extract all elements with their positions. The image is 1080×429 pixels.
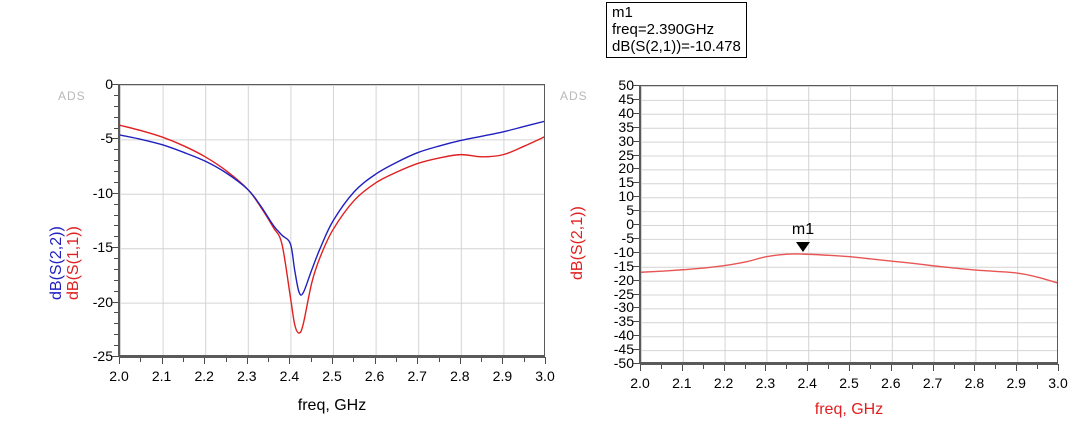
y-tick-label: -25 — [92, 348, 113, 364]
y-tick-label: 15 — [618, 174, 634, 191]
x-tick-label: 2.0 — [630, 375, 650, 391]
y-tick-label: -20 — [613, 271, 634, 288]
x-tick-label: 2.6 — [881, 375, 901, 391]
y-tick-label: 50 — [618, 77, 634, 93]
ads-watermark-left: ADS — [58, 89, 86, 103]
left-plot-area[interactable] — [119, 84, 545, 356]
y-tick-label: 35 — [618, 118, 634, 135]
x-tick-label: 2.4 — [797, 375, 817, 391]
y-tick-label: -40 — [613, 327, 634, 344]
y-tick-label: 40 — [618, 104, 634, 121]
x-tick-label: 2.3 — [237, 368, 257, 384]
marker-callout-freq: freq=2.390GHz — [612, 21, 715, 38]
y-tick-label: 10 — [618, 188, 634, 205]
y-tick-label: -35 — [613, 313, 634, 330]
x-tick-label: 2.5 — [839, 375, 859, 391]
y-tick-label: 0 — [626, 216, 634, 232]
left-curves — [120, 85, 544, 355]
y-tick-label: -50 — [613, 355, 634, 371]
x-tick-label: 2.4 — [279, 368, 300, 384]
ads-watermark-right: ADS — [560, 89, 588, 103]
y-tick-label: 45 — [618, 90, 634, 107]
x-tick-label: 2.0 — [109, 368, 129, 384]
series-dB(S(1,1)) — [120, 124, 544, 334]
x-tick-label: 2.1 — [151, 368, 172, 384]
y-tick-label: -10 — [92, 184, 113, 201]
x-tick-label: 2.2 — [194, 368, 214, 384]
y-tick-label: -5 — [621, 229, 634, 246]
y-tick-label: -10 — [613, 243, 634, 260]
y-tick-label: -45 — [613, 341, 634, 358]
x-tick-label: 2.1 — [672, 375, 692, 391]
y-tick-label: 30 — [618, 132, 634, 149]
x-tick-label: 2.5 — [322, 368, 342, 384]
y-tick-label: -15 — [92, 239, 113, 256]
x-tick-label: 2.8 — [964, 375, 985, 391]
x-tick-label: 2.9 — [492, 368, 513, 384]
y-tick-label: -25 — [613, 285, 634, 302]
left-y-axis-title-line2: dB(S(1,1)) — [65, 226, 82, 300]
right-plot-area[interactable] — [640, 85, 1058, 363]
x-tick-label: 2.9 — [1006, 375, 1026, 391]
x-tick-label: 2.3 — [755, 375, 776, 391]
y-tick-label: -15 — [613, 257, 634, 274]
marker-callout-value: dB(S(2,1))=-10.478 — [612, 38, 741, 55]
x-tick-label: 2.7 — [922, 375, 943, 391]
x-tick-label: 2.6 — [364, 368, 385, 384]
x-tick-label: 2.7 — [407, 368, 427, 384]
marker-label-m1[interactable]: m1 — [791, 221, 815, 239]
y-tick-label: 20 — [618, 160, 634, 177]
x-tick-label: 3.0 — [1048, 375, 1068, 391]
y-tick-label: -20 — [92, 293, 113, 310]
x-tick-label: 2.8 — [450, 368, 470, 384]
x-tick-label: 3.0 — [535, 368, 555, 384]
marker-callout-name: m1 — [612, 4, 633, 21]
y-tick-label: -30 — [613, 299, 634, 316]
marker-triangle-m1[interactable] — [796, 242, 811, 253]
right-x-axis-title: freq, GHz — [814, 401, 884, 418]
left-y-axis-title: dB(S(2,2)) dB(S(1,1)) — [48, 226, 82, 300]
y-tick-label: -5 — [100, 130, 113, 147]
y-tick-label: 5 — [626, 202, 634, 219]
left-x-axis-title: freq, GHz — [297, 397, 367, 414]
series-dB(S(2,2)) — [120, 120, 544, 296]
series-dB(S(2,1)) — [641, 253, 1057, 284]
x-tick-label: 2.2 — [713, 375, 734, 391]
y-tick-label: 25 — [618, 146, 634, 163]
right-curves — [641, 86, 1057, 362]
y-tick-label: 0 — [105, 76, 113, 92]
marker-callout-m1[interactable]: m1 freq=2.390GHz dB(S(2,1))=-10.478 — [606, 2, 747, 58]
right-y-axis-title: dB(S(2,1)) — [569, 206, 586, 280]
left-y-axis-title-line1: dB(S(2,2)) — [48, 226, 65, 300]
